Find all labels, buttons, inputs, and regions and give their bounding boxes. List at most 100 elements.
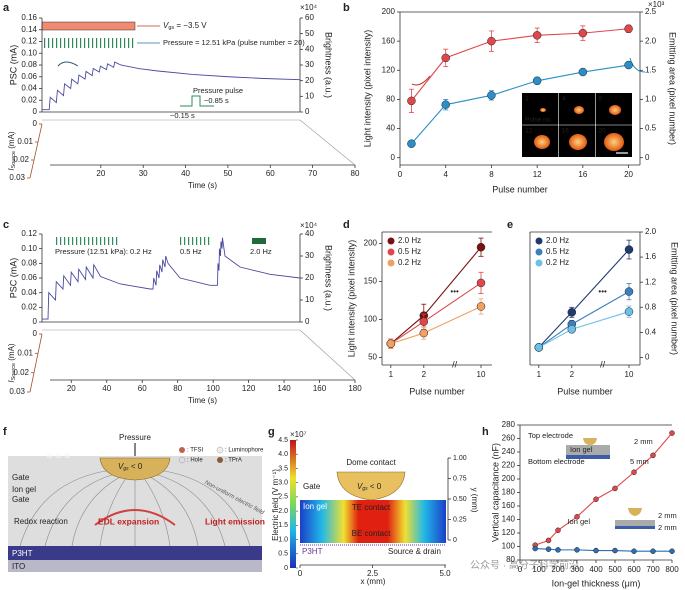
x-tick-label: 2.5	[367, 569, 379, 578]
x-tick-label: 70	[308, 169, 317, 178]
isource-tick-label: 0	[33, 119, 38, 128]
y2-tick-label: 20	[305, 76, 314, 85]
subscript: Source	[11, 363, 17, 380]
marker	[631, 469, 637, 475]
subscript: Source	[11, 151, 17, 168]
isource-tick-label: 0.01	[17, 137, 33, 146]
emission-spot	[540, 108, 546, 112]
y-tick-label: 0.08	[21, 258, 37, 267]
marker	[612, 485, 618, 492]
x-tick-label: 100	[206, 384, 220, 393]
y-tick-label: 2.0	[645, 227, 657, 236]
g-gate: Gate	[303, 482, 321, 491]
legend-icon	[217, 457, 223, 463]
x-tick-label: 600	[627, 565, 641, 574]
x-tick-label: 30	[139, 169, 148, 178]
y2-axis-label: Brightness (a.u.)	[324, 32, 334, 98]
axis-label: Vgs = −3.5 V	[163, 21, 207, 31]
x-tick-label: 80	[173, 384, 182, 393]
floor-edge	[299, 329, 356, 381]
marker	[624, 60, 633, 70]
y2-tick-label: 1.0	[645, 95, 657, 104]
symbol: I	[7, 168, 16, 171]
colorbar-tick-label: 3.5	[278, 465, 288, 472]
f-vgs: Vgs < 0	[118, 462, 143, 472]
symbol: V	[163, 21, 169, 30]
y-axis-label: PSC (mA)	[8, 45, 18, 86]
isource-axis	[29, 123, 43, 179]
marker	[386, 339, 396, 348]
x-tick-label: 300	[570, 565, 584, 574]
panel-label: d	[343, 219, 350, 231]
f-pressure: Pressure	[119, 433, 152, 442]
panel-label: e	[507, 219, 513, 231]
y-tick-label: 280	[502, 420, 516, 429]
y-tick-label: 1.6	[645, 252, 657, 261]
panel-label: c	[3, 219, 9, 231]
y-tick-label: 0.06	[21, 72, 37, 81]
legend-label: 0.5 Hz	[546, 247, 569, 256]
y-tick-label: 50	[368, 353, 377, 362]
y-tick-label: 0.4	[645, 327, 657, 336]
y2-tick-label: 40	[305, 229, 314, 238]
y-tick-label: 100	[364, 315, 378, 324]
annotation: 5 mm	[630, 457, 649, 466]
arrow	[411, 75, 431, 86]
y2-axis-label: Emitting area (pixel number)	[668, 32, 678, 145]
inset-caption: Pulse no.	[525, 117, 552, 124]
emission-spot	[569, 134, 587, 150]
marker	[578, 67, 588, 77]
x-tick-label: 5.0	[439, 569, 451, 578]
marker	[624, 307, 634, 316]
axis-break: //	[600, 359, 606, 369]
colorbar-tick-label: 0.5	[278, 551, 288, 558]
f-legend: : Hole	[187, 458, 203, 464]
g-vgs: Vgs < 0	[357, 482, 382, 492]
y-tick-label: 1.2	[645, 277, 657, 286]
g-xlabel: x (mm)	[361, 577, 386, 586]
y-tick-label: 0.04	[21, 288, 37, 297]
y-tick-label: 0	[391, 153, 396, 162]
subscript: gs	[123, 466, 129, 472]
x-tick-label: 500	[608, 565, 622, 574]
y2-axis-label: Brightness (a.u.)	[324, 245, 334, 311]
y2-tick-label: 0	[305, 107, 310, 116]
marker	[567, 324, 577, 334]
inset-label: 4	[562, 96, 566, 103]
gap-mark: •••	[450, 287, 459, 296]
legend-marker	[387, 259, 395, 267]
x-tick-label: 60	[138, 384, 147, 393]
y-tick-label: 0.25	[453, 516, 467, 523]
edl-arrow	[94, 509, 176, 526]
top-electrode	[628, 508, 642, 516]
annotation: ~0.85 s	[204, 96, 229, 105]
annotation: Pressure pulse	[193, 86, 243, 95]
marker	[532, 545, 538, 552]
emission-spot	[534, 135, 550, 149]
isource-tick-label: 0.03	[9, 387, 25, 396]
text: < 0	[368, 482, 382, 491]
y2-tick-label: 0.5	[645, 124, 657, 133]
arrow	[629, 57, 646, 73]
y-tick-label: 0	[453, 537, 457, 544]
marker	[578, 28, 588, 38]
x-tick-label: 20	[96, 169, 105, 178]
marker	[419, 317, 429, 326]
marker	[532, 31, 542, 40]
panel-label: a	[3, 2, 10, 14]
y-tick-label: 180	[502, 488, 516, 497]
x-tick-label: 0	[298, 569, 303, 578]
series-line	[410, 28, 629, 102]
y-tick-label: 0.08	[21, 60, 37, 69]
x-tick-label: 1	[389, 370, 394, 379]
y-tick-label: 40	[386, 124, 395, 133]
x-axis-label: Ion-gel thickness (μm)	[552, 578, 641, 588]
text: = −3.5 V	[174, 21, 207, 30]
g-ion-gel: Ion gel	[303, 502, 327, 511]
marker	[574, 547, 580, 553]
g-p3ht: P3HT	[302, 547, 323, 556]
pulse-icon	[180, 95, 214, 107]
annotation: Pressure (12.51 kPa): 0.2 Hz	[55, 247, 152, 256]
x-axis-label: Time (s)	[188, 396, 217, 405]
